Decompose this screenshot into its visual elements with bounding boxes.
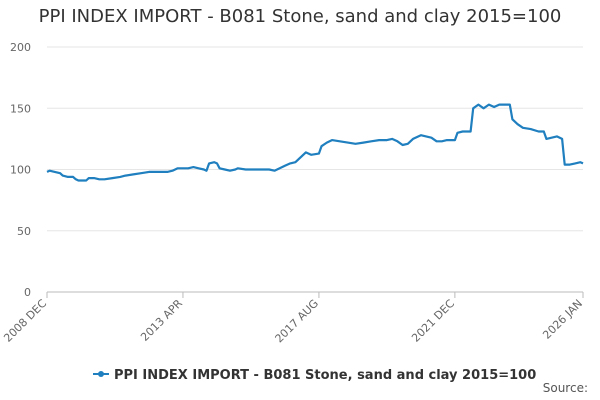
series-line [46, 103, 584, 182]
y-tick-label: 200 [10, 41, 31, 54]
y-tick-label: 50 [17, 225, 31, 238]
legend-label: PPI INDEX IMPORT - B081 Stone, sand and … [114, 368, 536, 383]
x-tick-label: 2013 APR [138, 297, 185, 344]
x-tick-label: 2026 JAN [540, 297, 585, 342]
y-tick-label: 0 [24, 286, 31, 299]
x-tick-label: 2008 DEC [1, 297, 49, 345]
x-tick-label: 2021 DEC [409, 297, 457, 345]
chart-title: PPI INDEX IMPORT - B081 Stone, sand and … [38, 6, 562, 27]
legend-swatch-marker [98, 371, 104, 377]
x-tick-label: 2017 AUG [273, 297, 322, 346]
y-tick-label: 150 [10, 102, 31, 115]
source-note: Source: [542, 381, 588, 395]
y-tick-label: 100 [10, 164, 31, 177]
